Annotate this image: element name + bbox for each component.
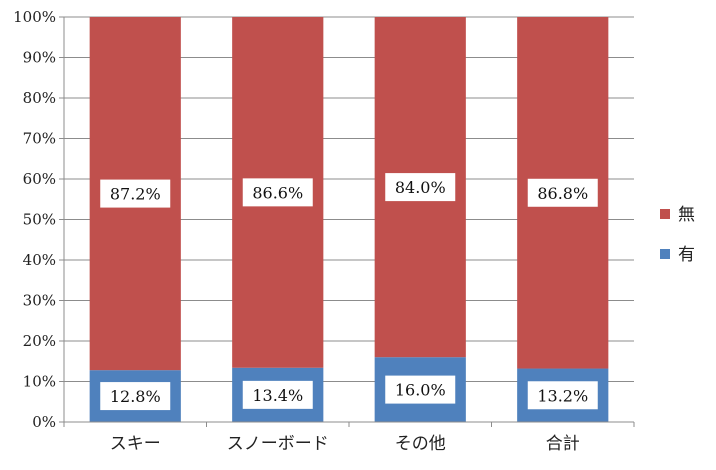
data-label-box: [385, 173, 456, 202]
data-label: 86.6%: [252, 183, 303, 202]
data-label-box: [100, 382, 171, 411]
data-label-box: [385, 375, 456, 404]
data-label-box: [527, 178, 598, 207]
data-label: 84.0%: [395, 178, 446, 197]
y-tick-label: 60%: [23, 170, 56, 188]
y-tick-label: 40%: [23, 251, 56, 269]
axes: 0% 10% 20% 30% 40% 50% 60% 70% 80% 90% 100% スキー スノーボ…: [13, 8, 635, 454]
data-label: 12.8%: [110, 387, 161, 406]
legend: 無有: [660, 205, 695, 265]
data-label: 86.8%: [537, 184, 588, 203]
y-tick-label: 30%: [23, 292, 56, 310]
legend-label: 有: [678, 245, 695, 265]
y-tick-label: 80%: [23, 89, 56, 107]
y-tick-label: 20%: [23, 332, 56, 350]
data-label-box: [242, 380, 313, 409]
y-tick-label: 0%: [32, 413, 56, 431]
legend-swatch: [660, 249, 670, 259]
data-label: 13.4%: [252, 386, 303, 405]
x-category-label: スノーボード: [227, 434, 329, 454]
y-tick-label: 100%: [13, 8, 56, 26]
y-tick-label: 10%: [23, 373, 56, 391]
x-category-label: 合計: [546, 434, 580, 454]
data-label: 16.0%: [395, 381, 446, 400]
data-label: 87.2%: [110, 185, 161, 204]
x-category-label: スキー: [110, 434, 161, 454]
y-tick-label: 50%: [23, 211, 56, 229]
data-label-box: [527, 381, 598, 410]
data-labels: 12.8% 87.2% 13.4% 86.6% 16.0% 84.0% 13.2% 86.8%: [100, 173, 598, 411]
data-label: 13.2%: [537, 386, 588, 405]
data-label-box: [100, 179, 171, 208]
legend-label: 無: [678, 205, 695, 225]
legend-swatch: [660, 209, 670, 219]
y-tick-label: 90%: [23, 49, 56, 67]
x-category-label: その他: [395, 434, 446, 454]
y-tick-label: 70%: [23, 130, 56, 148]
data-label-box: [242, 178, 313, 207]
